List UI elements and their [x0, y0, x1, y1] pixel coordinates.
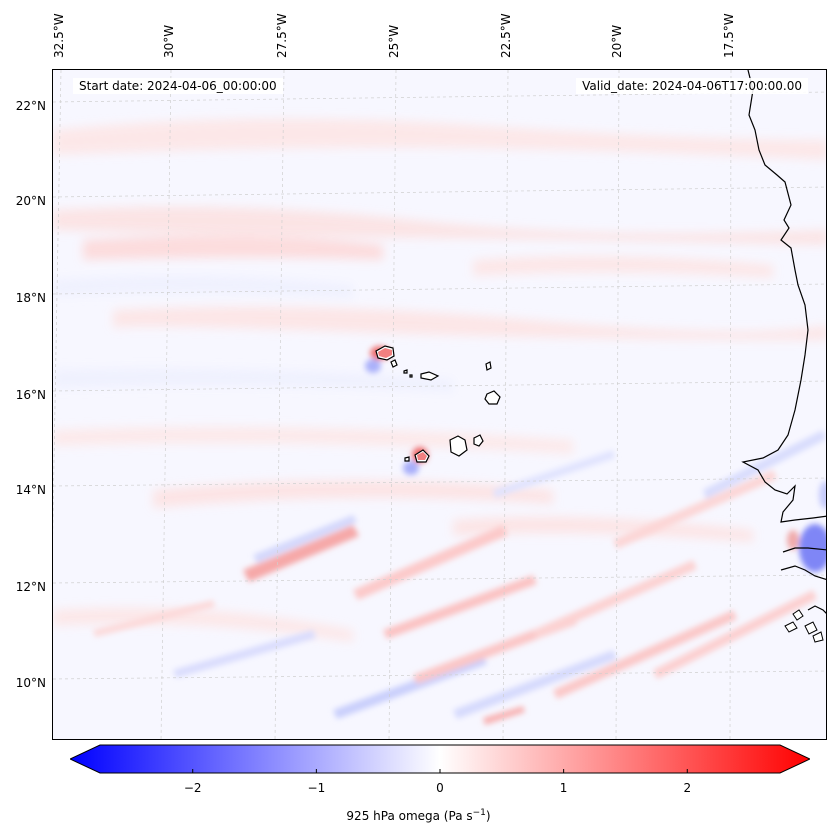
colorbar — [68, 744, 812, 774]
omega-field-map — [53, 70, 826, 739]
lon-label-27-5w: 27.5°W — [275, 13, 289, 58]
lon-label-17-5w: 17.5°W — [722, 13, 736, 58]
lon-label-30w: 30°W — [162, 24, 176, 58]
lon-label-20w: 20°W — [610, 24, 624, 58]
lon-label-22-5w: 22.5°W — [499, 13, 513, 58]
colorbar-tick-label: 2 — [683, 781, 692, 795]
colorbar-title-exponent: −1 — [472, 808, 486, 818]
colorbar-title-end: ) — [485, 809, 491, 823]
lat-label-12n: 12°N — [15, 580, 46, 594]
colorbar-title-text: 925 hPa omega (Pa s — [346, 809, 473, 823]
lon-label-25w: 25°W — [387, 24, 401, 58]
colorbar-tick-label: −1 — [307, 781, 326, 795]
lat-label-18n: 18°N — [15, 291, 46, 305]
colorbar-title: 925 hPa omega (Pa s−1) — [0, 808, 837, 823]
colorbar-tick-label: 1 — [559, 781, 568, 795]
lat-label-20n: 20°N — [15, 194, 46, 208]
lat-label-22n: 22°N — [15, 99, 46, 113]
lat-label-10n: 10°N — [15, 676, 46, 690]
valid-date-label: Valid_date: 2024-04-06T17:00:00.00 — [576, 78, 808, 94]
lat-label-16n: 16°N — [15, 388, 46, 402]
colorbar-tick-label: 0 — [436, 781, 444, 795]
map-panel[interactable]: Start date: 2024-04-06_00:00:00 Valid_da… — [52, 69, 827, 740]
lon-label-32-5w: 32.5°W — [52, 13, 66, 58]
colorbar-gradient — [68, 744, 812, 774]
colorbar-tick-label: −2 — [183, 781, 202, 795]
lat-label-14n: 14°N — [15, 483, 46, 497]
start-date-label: Start date: 2024-04-06_00:00:00 — [73, 78, 283, 94]
